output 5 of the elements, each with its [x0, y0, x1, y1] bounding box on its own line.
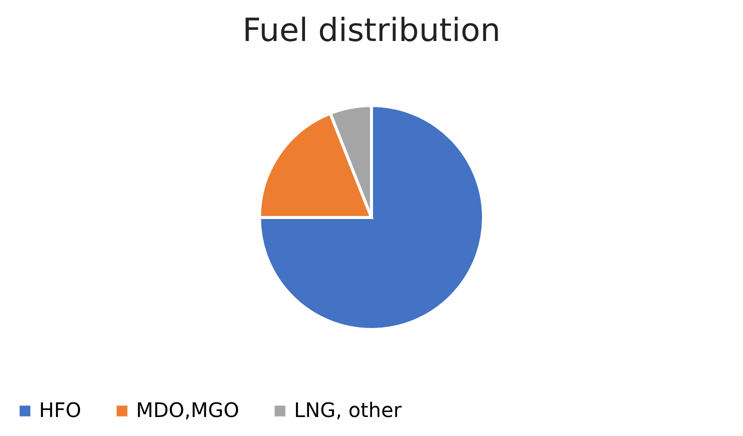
legend-label: MDO,MGO: [136, 398, 240, 422]
pie-slice: [258, 104, 485, 331]
legend-label: HFO: [39, 398, 82, 422]
chart-title: Fuel distribution: [242, 11, 501, 49]
legend-label: LNG, other: [294, 398, 402, 422]
